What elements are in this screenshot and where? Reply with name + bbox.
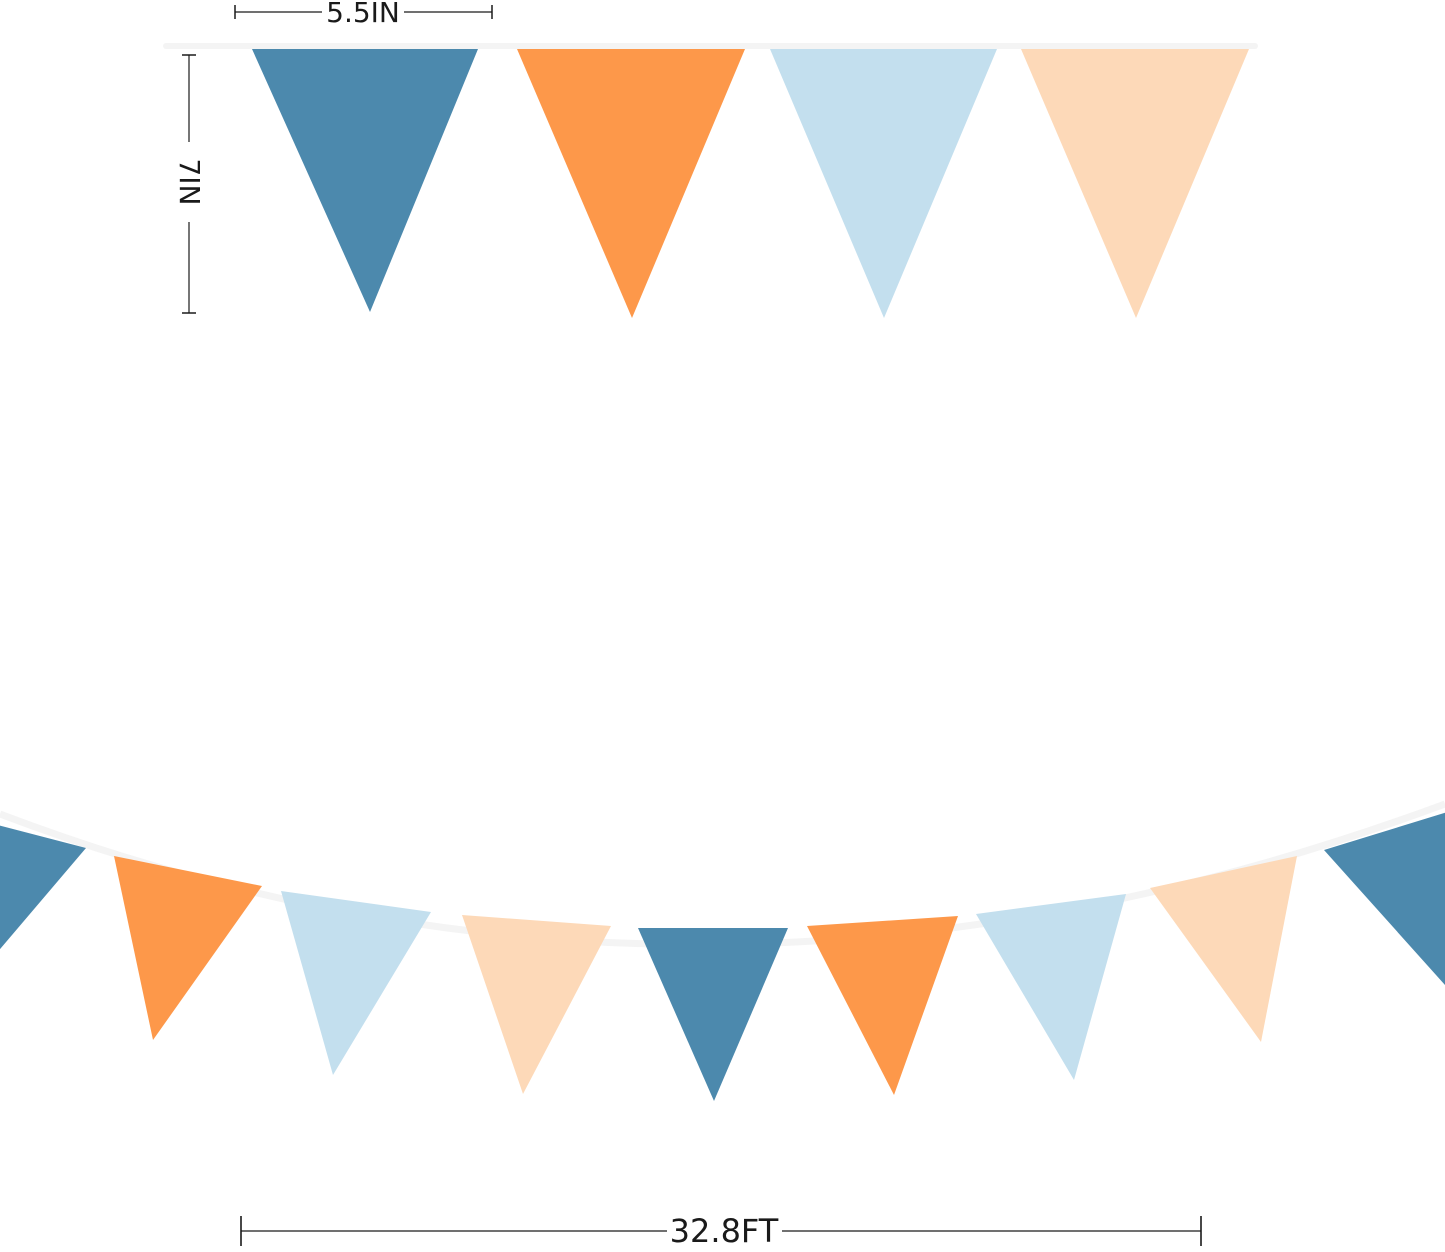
flag-orange — [807, 916, 958, 1095]
length-dimension: 32.8FT — [240, 1212, 1202, 1250]
flag-height-label: 7IN — [173, 158, 206, 205]
flag-peach — [462, 915, 611, 1094]
flag-width-label: 5.5IN — [326, 0, 400, 29]
top-flag-row — [252, 49, 1249, 318]
flag-peach — [1150, 856, 1297, 1042]
bottom-flag-row — [0, 812, 1445, 1101]
flag-light-blue — [770, 49, 997, 318]
flag-peach — [1021, 49, 1249, 318]
flag-orange — [114, 856, 262, 1040]
flag-steel-blue — [252, 49, 478, 312]
flag-light-blue — [281, 891, 431, 1075]
width-dimension: 5.5IN — [234, 0, 493, 29]
flag-steel-blue — [0, 825, 86, 950]
total-length-label: 32.8FT — [670, 1212, 779, 1248]
flag-orange — [517, 49, 745, 318]
top-string — [163, 43, 1258, 49]
height-dimension: 7IN — [173, 54, 206, 314]
flag-steel-blue — [1324, 812, 1445, 985]
flag-light-blue — [976, 894, 1126, 1080]
flag-steel-blue — [638, 928, 788, 1101]
